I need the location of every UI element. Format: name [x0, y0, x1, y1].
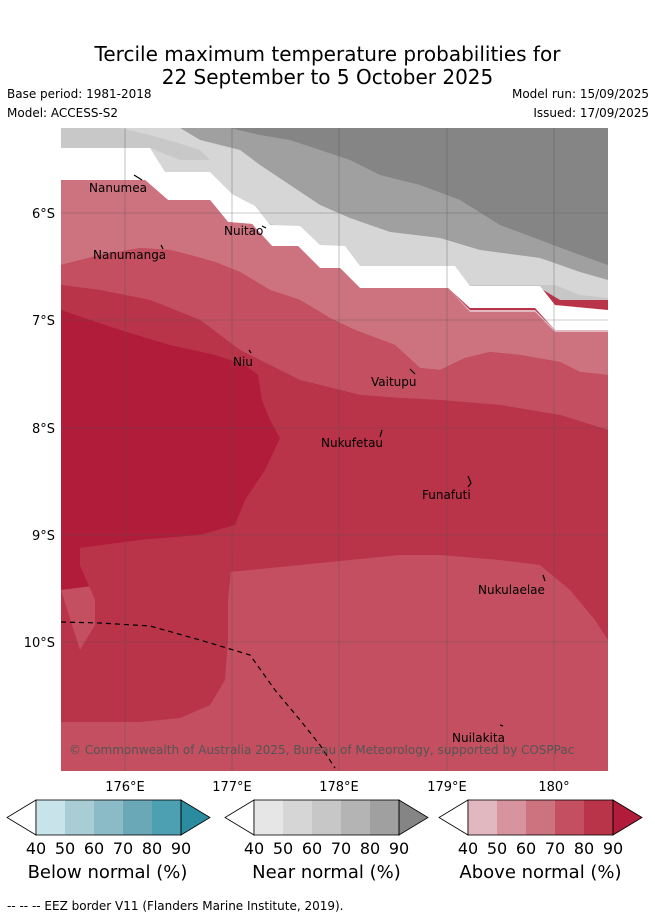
above-70-region	[61, 248, 608, 430]
legend-near-tick-label: 40	[244, 839, 264, 858]
model-name: Model: ACCESS-S2	[7, 106, 119, 120]
legend-below-tick-label: 60	[84, 839, 104, 858]
legend-below-swatch	[65, 800, 94, 835]
map-title-line1: Tercile maximum temperature probabilitie…	[94, 42, 561, 66]
island-marker-funafuti	[467, 475, 472, 488]
island-marker-nukufetau	[379, 429, 383, 438]
map-copyright: © Commonwealth of Australia 2025, Bureau…	[69, 743, 574, 757]
legend-near-outline	[253, 799, 400, 836]
lon-tick-label: 178°E	[319, 780, 359, 795]
place-label-nanumea: Nanumea	[89, 181, 147, 195]
island-marker-nanumea	[133, 174, 143, 181]
island-marker-vaitupu	[409, 368, 416, 375]
above-80-southwest	[61, 525, 235, 722]
lat-tick-label: 7°S	[32, 314, 55, 329]
legend-above-tick-label: 40	[458, 839, 478, 858]
island-marker-niu	[248, 349, 252, 354]
lat-tick-label: 6°S	[32, 207, 55, 222]
base-period: Base period: 1981-2018	[7, 87, 152, 101]
place-label-nukulaelae: Nukulaelae	[478, 583, 545, 597]
legend-above-swatch	[468, 800, 497, 835]
legend-near-tick-label: 60	[302, 839, 322, 858]
legend-above-swatch	[584, 800, 613, 835]
legend-above-swatch	[555, 800, 584, 835]
legend-above-tick-label: 70	[545, 839, 565, 858]
place-label-nanumanga: Nanumanga	[93, 248, 166, 262]
graticule	[61, 128, 608, 771]
place-label-nuitao: Nuitao	[224, 224, 263, 238]
legend-above-tick-label: 80	[574, 839, 594, 858]
legend-above-min-extend	[438, 799, 469, 836]
white-band	[61, 148, 608, 330]
legend-above-normal: 40 50 60 70 80 90	[438, 799, 643, 858]
above-90-region	[61, 310, 280, 660]
legend-near-tick-label: 50	[273, 839, 293, 858]
legend-below-swatch	[94, 800, 123, 835]
lon-tick-label: 179°E	[427, 780, 467, 795]
legend-below-label: Below normal (%)	[27, 862, 188, 883]
lon-tick-label: 180°	[538, 780, 569, 795]
legend-above-tick-label: 90	[603, 839, 623, 858]
lon-tick-label: 177°E	[212, 780, 252, 795]
legend-near-swatch	[341, 800, 370, 835]
legend-below-normal: 40 50 60 70 80 90	[6, 799, 211, 858]
legend-near-max-extend	[398, 799, 429, 836]
legend-above-max-extend	[612, 799, 643, 836]
place-label-niu: Niu	[233, 355, 253, 369]
legend-near-swatch	[312, 800, 341, 835]
legend-below-max-extend	[180, 799, 211, 836]
legend-near-tick-label: 90	[389, 839, 409, 858]
legend-below-tick-label: 90	[171, 839, 191, 858]
legend-below-min-extend	[6, 799, 37, 836]
legend-near-min-extend	[224, 799, 255, 836]
place-label-nuilakita: Nuilakita	[452, 731, 505, 745]
legend-above-tick-label: 50	[487, 839, 507, 858]
model-run: Model run: 15/09/2025	[511, 87, 649, 101]
legend-below-tick-label: 80	[142, 839, 162, 858]
island-marker-nuitao	[261, 225, 267, 229]
place-label-funafuti: Funafuti	[422, 488, 471, 502]
above-60-region	[61, 180, 608, 375]
island-marker-nuilakita	[499, 724, 504, 727]
legend-below-swatch	[123, 800, 152, 835]
legend-above-outline	[467, 799, 614, 836]
legend-below-swatch	[152, 800, 181, 835]
lat-tick-label: 9°S	[32, 529, 55, 544]
legend-near-normal: 40 50 60 70 80 90	[224, 799, 429, 858]
legend-above-tick-label: 60	[516, 839, 536, 858]
legend-near-swatch	[283, 800, 312, 835]
place-label-nukufetau: Nukufetau	[321, 436, 383, 450]
place-label-vaitupu: Vaitupu	[371, 375, 417, 389]
legend-above-label: Above normal (%)	[459, 862, 622, 883]
legend-below-outline	[35, 799, 182, 836]
lon-tick-label: 176°E	[105, 780, 145, 795]
legend-near-label: Near normal (%)	[252, 862, 401, 883]
eez-footnote: -- -- -- EEZ border V11 (Flanders Marine…	[7, 899, 344, 913]
map-title-line2: 22 September to 5 October 2025	[161, 65, 494, 89]
legend-near-swatch	[370, 800, 399, 835]
legend-near-swatch	[254, 800, 283, 835]
probability-map	[61, 128, 608, 771]
legend-below-tick-label: 50	[55, 839, 75, 858]
near-normal-90-region	[230, 128, 608, 265]
legend-above-swatch	[497, 800, 526, 835]
near-normal-40-region	[61, 128, 210, 160]
island-marker-nukulaelae	[542, 574, 546, 582]
legend-near-tick-label: 80	[360, 839, 380, 858]
lat-tick-label: 8°S	[32, 422, 55, 437]
legend-above-swatch	[526, 800, 555, 835]
eez-border	[60, 621, 336, 769]
island-markers	[133, 174, 546, 727]
issued-date: Issued: 17/09/2025	[533, 106, 649, 120]
legend-below-swatch	[36, 800, 65, 835]
island-marker-nanumanga	[160, 244, 164, 250]
legend-below-tick-label: 70	[113, 839, 133, 858]
legend-below-tick-label: 40	[26, 839, 46, 858]
lat-tick-label: 10°S	[24, 636, 55, 651]
legend-near-tick-label: 70	[331, 839, 351, 858]
